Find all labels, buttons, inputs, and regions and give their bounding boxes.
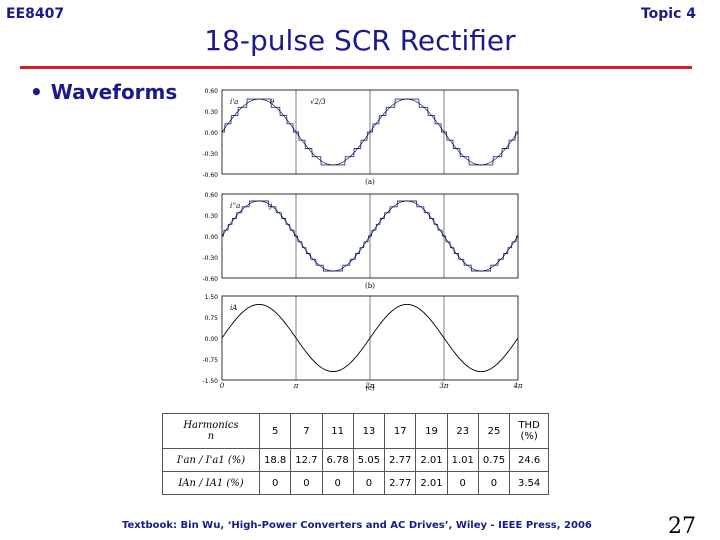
- bullet-item: • Waveforms: [30, 80, 177, 104]
- waveform-charts: 0.60 0.30 0.00 -0.30 -0.60 (a) i'a θ √2/3 0.60 0.3…: [202, 88, 522, 392]
- col-header: 7: [290, 413, 323, 449]
- table-cell: 2.01: [415, 471, 448, 495]
- table-cell: 0: [446, 471, 479, 495]
- y-tick-label: 0.60: [205, 192, 219, 199]
- y-tick-label: -0.60: [202, 172, 218, 179]
- chart-annotation: iA: [230, 304, 237, 312]
- y-tick-label: 1.50: [205, 294, 219, 301]
- col-header: 17: [384, 413, 417, 449]
- thd-header: THD (%): [509, 413, 550, 449]
- y-tick-label: 0.00: [205, 234, 219, 241]
- y-tick-label: 0.75: [205, 315, 219, 322]
- waveform-trace: [221, 303, 519, 373]
- y-tick-label: 0.30: [205, 109, 219, 116]
- col-header: 25: [477, 413, 511, 449]
- col-header: 5: [258, 413, 292, 449]
- chart-annotation: i'a: [230, 98, 238, 106]
- table-cell: 2.77: [384, 448, 417, 472]
- table-cell: 0.75: [477, 448, 511, 472]
- table-header-row: Harmonics n 5 7 11 13 17 19 23 25 THD (%): [162, 413, 550, 449]
- harmonics-n: n: [207, 431, 215, 442]
- table-cell: 1.01: [446, 448, 479, 472]
- chart-annotation: j: [268, 202, 273, 210]
- y-tick-label: -0.30: [202, 151, 218, 158]
- y-tick-label: -1.50: [202, 378, 218, 385]
- x-tick-label: 0: [220, 382, 225, 390]
- course-code: EE8407: [6, 6, 65, 22]
- table-cell: 12.7: [290, 448, 323, 472]
- table-cell: 18.8: [258, 448, 292, 472]
- table-cell: 3.54: [509, 471, 550, 495]
- x-tick-label: 3π: [439, 382, 448, 390]
- col-header: 11: [321, 413, 354, 449]
- table-cell: 2.01: [415, 448, 448, 472]
- x-tick-label: π: [293, 382, 299, 390]
- y-tick-label: 0.00: [205, 130, 219, 137]
- table-cell: 0: [477, 471, 511, 495]
- table-cell: 0: [321, 471, 354, 495]
- x-tick-label: 2π: [364, 382, 374, 390]
- thd-label: THD: [518, 420, 540, 431]
- table-row: IAn / IA1 (%) 0 0 0 0 2.77 2.01 0 0 3.54: [162, 471, 550, 495]
- col-header: 19: [415, 413, 448, 449]
- table-cell: 0: [352, 471, 386, 495]
- bullet-text: Waveforms: [50, 80, 178, 104]
- table-cell: 0: [258, 471, 292, 495]
- topic-label: Topic 4: [640, 6, 696, 22]
- table-cell: 5.05: [352, 448, 386, 472]
- table-row: I'an / I'a1 (%) 18.8 12.7 6.78 5.05 2.77…: [162, 448, 550, 472]
- y-tick-label: -0.60: [202, 276, 218, 283]
- harmonics-label: Harmonics: [183, 420, 239, 431]
- fundamental-trace: [221, 98, 519, 166]
- table-cell: 0: [290, 471, 323, 495]
- bullet-dot-icon: •: [30, 80, 43, 104]
- y-tick-label: 0.60: [205, 88, 219, 95]
- chart-annotation: θ: [270, 98, 275, 106]
- title-divider: [20, 66, 692, 69]
- y-tick-label: 0.00: [205, 336, 219, 343]
- thd-unit: (%): [520, 431, 538, 442]
- harmonics-table: Harmonics n 5 7 11 13 17 19 23 25 THD (%) …: [162, 413, 550, 495]
- slide-title: 18-pulse SCR Rectifier: [204, 24, 516, 57]
- table-cell: 2.77: [384, 471, 417, 495]
- table-cell: 24.6: [509, 448, 550, 472]
- y-tick-label: 0.30: [205, 213, 219, 220]
- fundamental-trace: [221, 200, 519, 272]
- chart-annotation: √2/3: [310, 98, 326, 106]
- chart-annotation: i''a: [230, 202, 240, 210]
- harmonics-header: Harmonics n: [162, 413, 260, 449]
- row-label: I'an / I'a1 (%): [162, 448, 260, 472]
- table-cell: 6.78: [321, 448, 354, 472]
- y-tick-label: -0.75: [202, 357, 218, 364]
- x-tick-label: 4π: [512, 382, 522, 390]
- col-header: 23: [446, 413, 479, 449]
- subplot-label: (a): [365, 178, 375, 186]
- row-label: IAn / IA1 (%): [162, 471, 260, 495]
- page-number: 27: [668, 514, 696, 539]
- y-tick-label: -0.30: [202, 255, 218, 262]
- col-header: 13: [352, 413, 386, 449]
- subplot-label: (c): [365, 384, 375, 392]
- subplot-label: (b): [365, 282, 375, 290]
- footer-citation: Textbook: Bin Wu, ‘High-Power Converters…: [122, 520, 592, 531]
